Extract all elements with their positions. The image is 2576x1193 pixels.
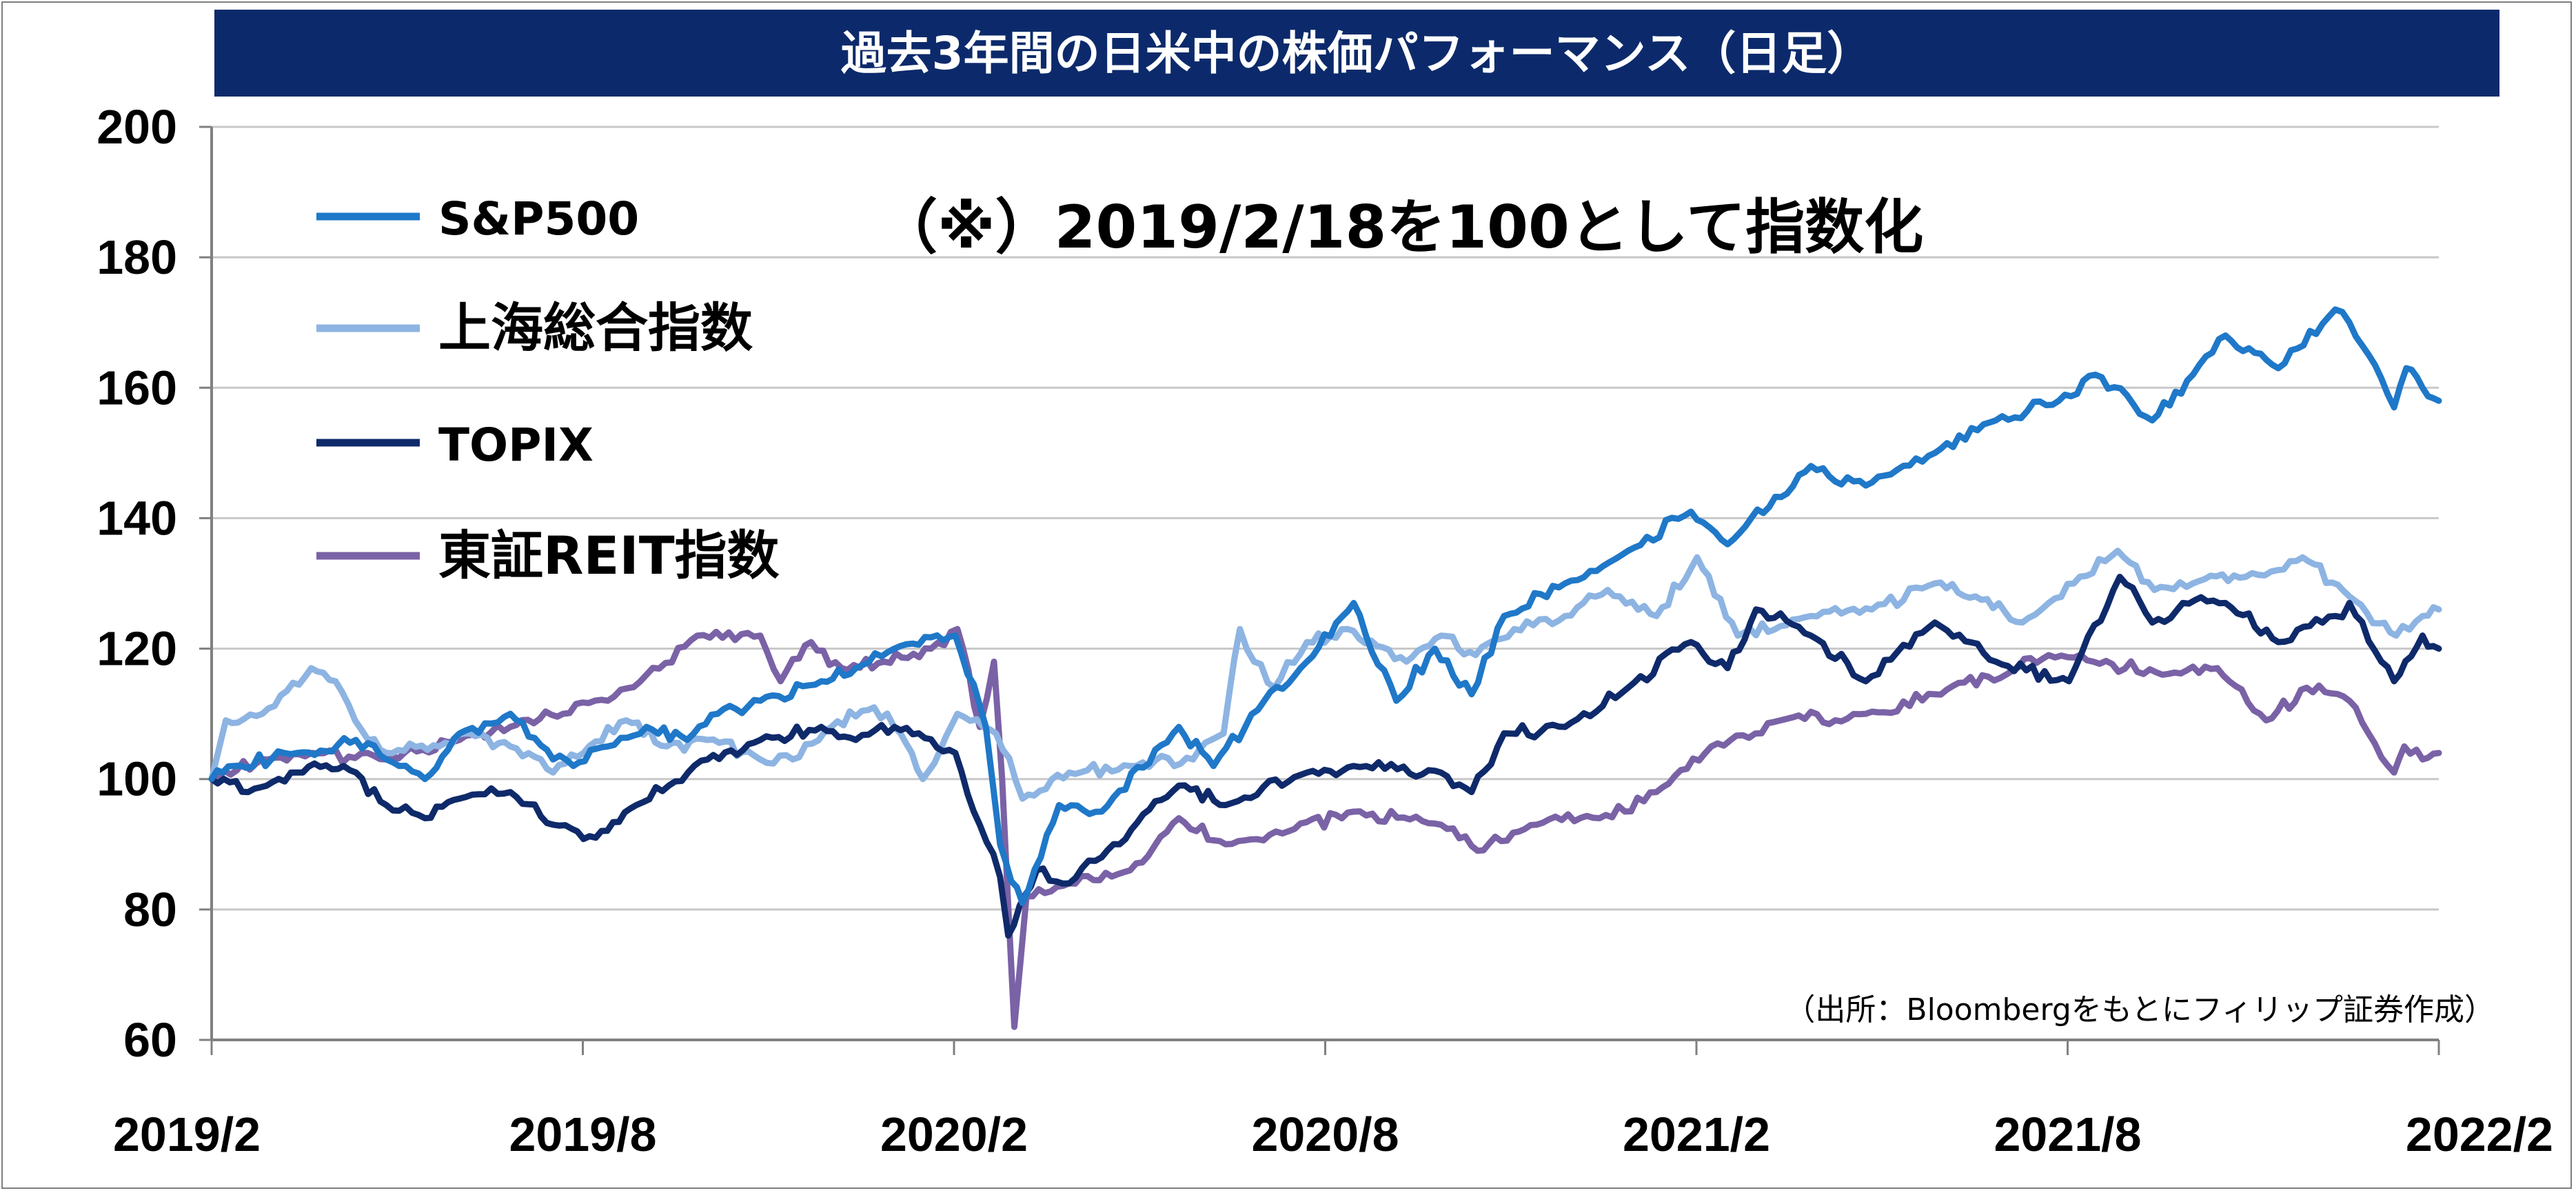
x-tick-label: 2020/2 xyxy=(880,1107,1028,1161)
series-line xyxy=(208,625,2442,1030)
title-banner xyxy=(214,10,2499,97)
y-tick-label: 100 xyxy=(97,752,177,806)
y-tick-label: 200 xyxy=(97,100,177,154)
x-tick-label: 2021/2 xyxy=(1623,1107,1770,1161)
y-tick-label: 180 xyxy=(97,230,177,284)
series-line xyxy=(208,306,2442,906)
source-note: （出所：Bloombergをもとにフィリップ証券作成） xyxy=(1785,992,2495,1027)
x-tick-label: 2019/2 xyxy=(113,1107,261,1161)
series-line xyxy=(208,548,2442,802)
legend-label: 上海総合指数 xyxy=(438,297,753,359)
x-tick-label: 2021/8 xyxy=(1994,1107,2141,1161)
grid xyxy=(212,126,2439,911)
series-lines xyxy=(208,306,2442,1030)
x-tick-label: 2019/8 xyxy=(509,1107,656,1161)
y-tick-label: 80 xyxy=(123,883,177,936)
line-chart: 過去3年間の日米中の株価パフォーマンス（日足） 60 80 100 120 140 160… xyxy=(97,10,2553,1161)
index-note: （※）2019/2/18を100として指数化 xyxy=(878,193,1923,262)
series-line xyxy=(208,574,2442,939)
legend: S&P500 上海総合指数 TOPIX 東証REIT指数 xyxy=(316,192,780,586)
legend-label: TOPIX xyxy=(438,419,594,472)
legend-label: S&P500 xyxy=(438,192,639,245)
legend-label: 東証REIT指数 xyxy=(438,525,780,586)
x-tick-label: 2020/8 xyxy=(1251,1107,1399,1161)
x-axis: 2019/2 2019/8 2020/2 2020/8 2021/2 2021/8 2022… xyxy=(113,1040,2553,1161)
chart-title: 過去3年間の日米中の株価パフォーマンス（日足） xyxy=(841,27,1873,80)
y-tick-label: 60 xyxy=(123,1013,177,1067)
y-tick-label: 140 xyxy=(97,491,177,545)
y-tick-label: 160 xyxy=(97,361,177,414)
y-axis: 60 80 100 120 140 160 180 200 xyxy=(97,100,212,1067)
x-tick-label: 2022/2 xyxy=(2406,1107,2553,1161)
y-tick-label: 120 xyxy=(97,622,177,676)
